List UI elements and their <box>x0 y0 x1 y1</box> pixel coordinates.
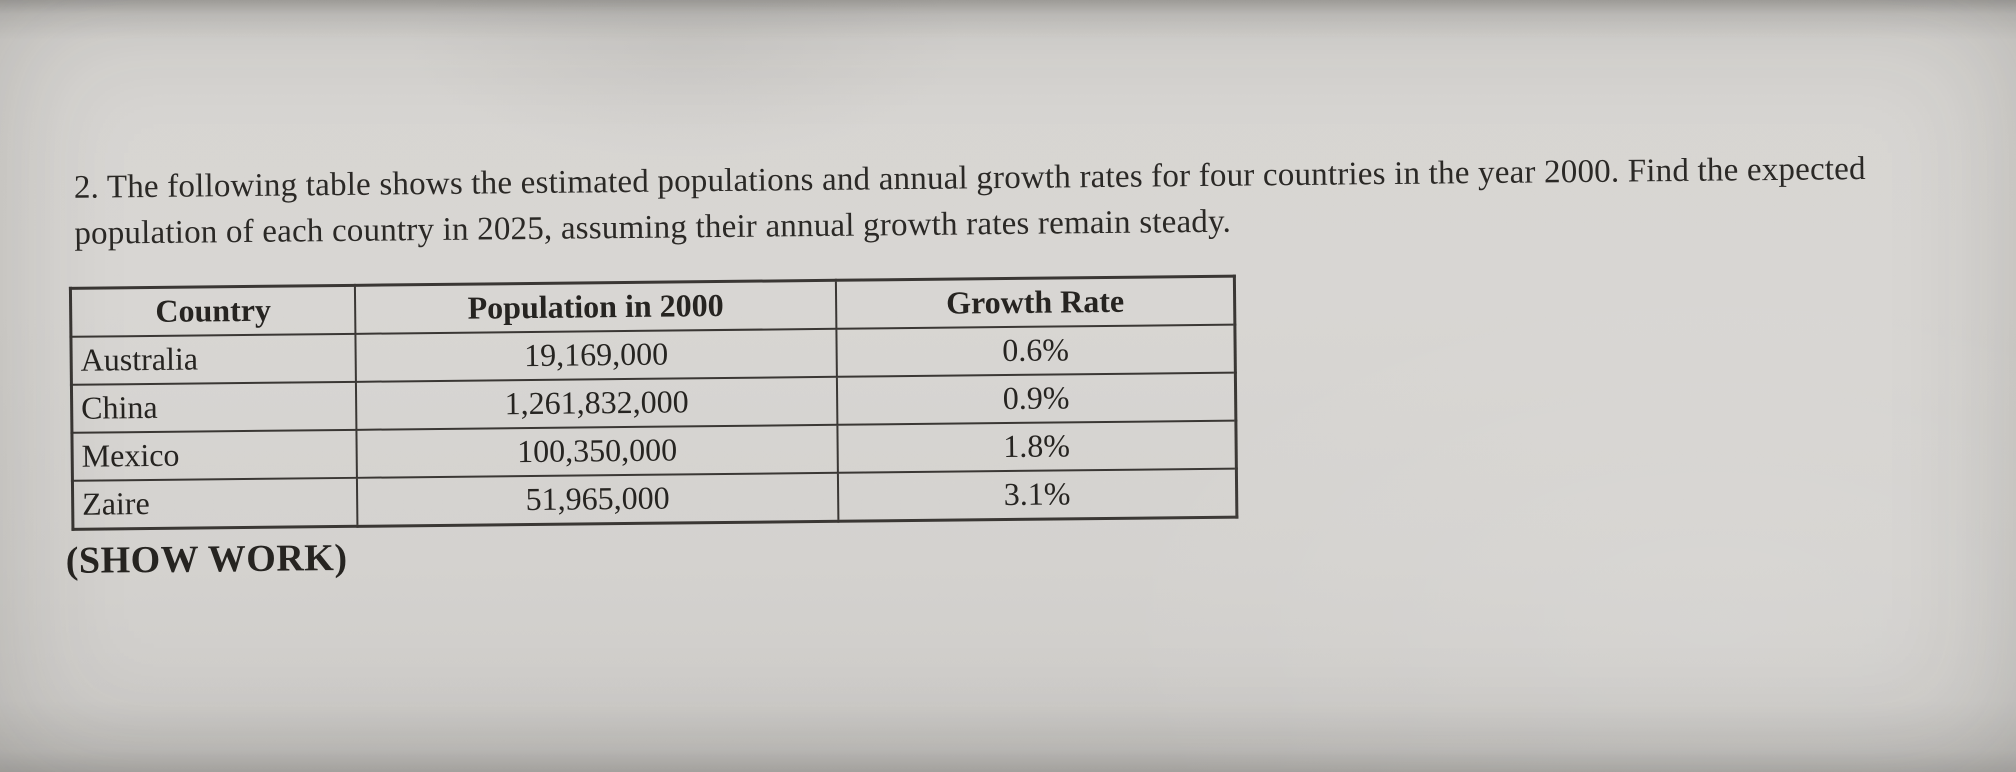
cell-population: 19,169,000 <box>355 328 837 382</box>
show-work-label: (SHOW WORK) <box>65 536 348 582</box>
cell-population: 100,350,000 <box>356 424 838 478</box>
cell-country: Australia <box>70 333 356 385</box>
table-header-country: Country <box>70 285 356 337</box>
question-text: 2. The following table shows the estimat… <box>73 151 1866 252</box>
cell-population: 51,965,000 <box>356 472 839 527</box>
cell-country: China <box>71 381 357 433</box>
table-header-growth-rate: Growth Rate <box>835 276 1235 329</box>
cell-growth-rate: 0.6% <box>836 324 1236 377</box>
cell-country: Zaire <box>72 477 358 530</box>
cell-country: Mexico <box>71 429 357 481</box>
population-table: Country Population in 2000 Growth Rate A… <box>68 274 1239 531</box>
cell-growth-rate: 0.9% <box>836 372 1236 425</box>
cell-growth-rate: 1.8% <box>837 420 1237 473</box>
worksheet-page: 2. The following table shows the estimat… <box>65 151 1866 582</box>
cell-growth-rate: 3.1% <box>837 468 1237 522</box>
cell-population: 1,261,832,000 <box>355 376 838 430</box>
table-header-population: Population in 2000 <box>354 280 837 334</box>
